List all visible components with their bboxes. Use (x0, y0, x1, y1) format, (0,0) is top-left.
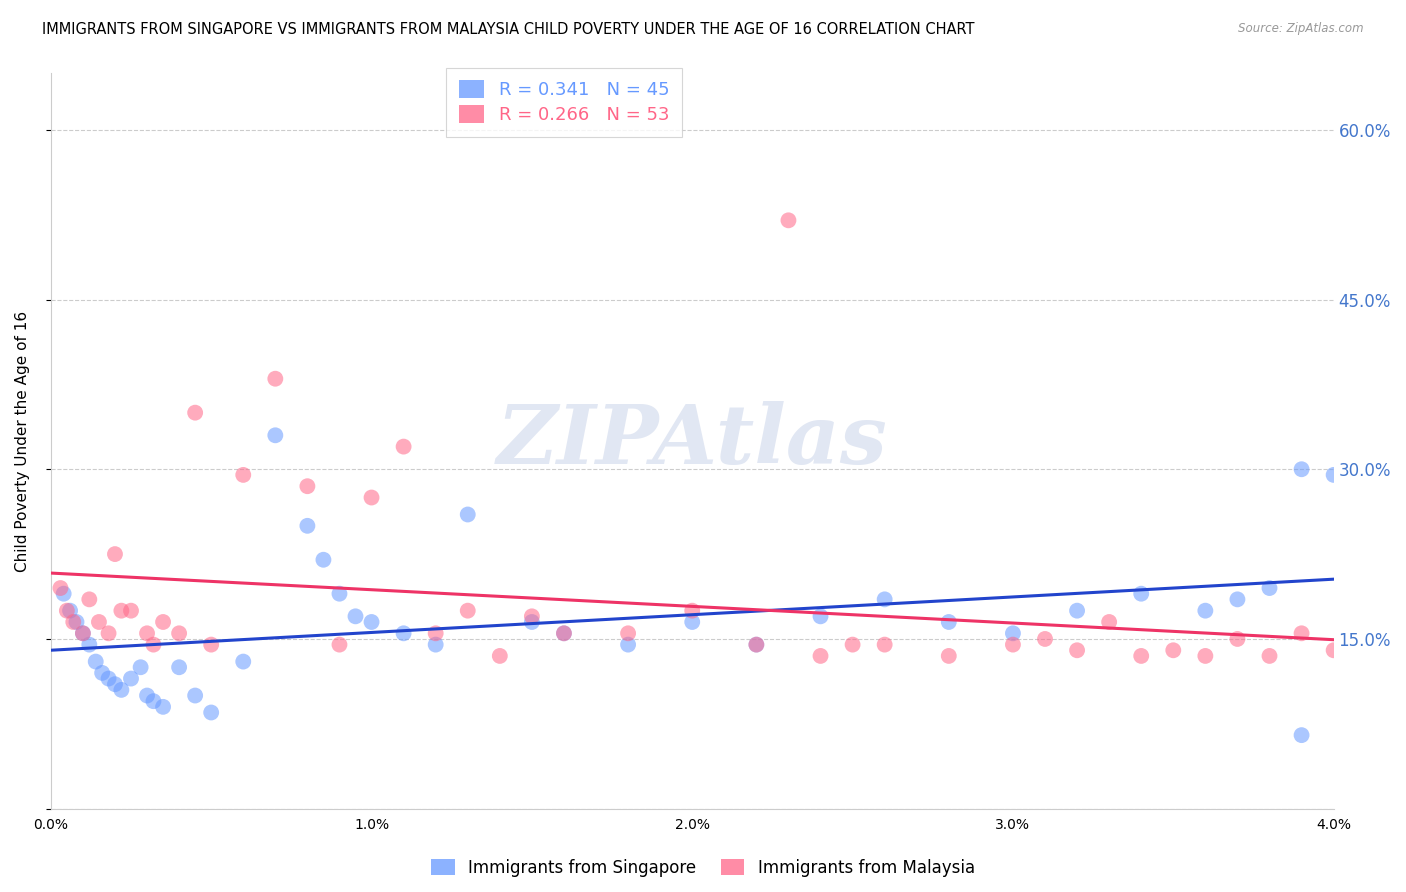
Point (59, 604, 82, 618)
Text: IMMIGRANTS FROM SINGAPORE VS IMMIGRANTS FROM MALAYSIA CHILD POVERTY UNDER THE AG: IMMIGRANTS FROM SINGAPORE VS IMMIGRANTS … (42, 22, 974, 37)
Point (142, 638, 165, 652)
Point (56, 604, 79, 618)
Point (1033, 632, 1056, 646)
Point (65, 615, 87, 629)
Point (136, 689, 159, 703)
Point (1130, 587, 1153, 601)
Point (167, 626, 190, 640)
Point (457, 508, 479, 522)
Point (392, 440, 415, 454)
Point (360, 615, 382, 629)
Point (79, 638, 101, 652)
Point (938, 615, 960, 629)
Point (938, 648, 960, 663)
Text: Source: ZipAtlas.com: Source: ZipAtlas.com (1239, 22, 1364, 36)
Point (328, 587, 350, 601)
Point (52, 587, 75, 601)
Point (232, 467, 254, 482)
Point (110, 682, 132, 697)
Point (200, 638, 222, 652)
Point (778, 213, 800, 227)
Point (553, 626, 575, 640)
Point (1291, 728, 1313, 742)
Point (810, 648, 832, 663)
Point (97, 672, 120, 686)
Point (167, 660, 190, 674)
Point (129, 660, 152, 674)
Point (152, 699, 174, 714)
Point (1161, 643, 1184, 657)
Point (1194, 604, 1216, 618)
Point (1258, 648, 1281, 663)
Point (104, 547, 127, 561)
Point (810, 609, 832, 624)
Point (457, 604, 479, 618)
Point (297, 479, 319, 493)
Point (312, 553, 335, 567)
Point (1323, 467, 1346, 482)
Point (264, 372, 287, 386)
Point (425, 626, 447, 640)
Point (1130, 648, 1153, 663)
Point (264, 428, 287, 442)
Point (1258, 581, 1281, 595)
Point (120, 604, 142, 618)
Point (104, 677, 127, 691)
Point (1226, 632, 1249, 646)
Point (84, 655, 107, 669)
Point (392, 626, 415, 640)
Point (1098, 615, 1121, 629)
Point (617, 638, 640, 652)
Point (87, 615, 110, 629)
Point (72, 626, 94, 640)
Point (184, 689, 207, 703)
Point (1386, 643, 1406, 657)
Point (553, 626, 575, 640)
Y-axis label: Child Poverty Under the Age of 16: Child Poverty Under the Age of 16 (15, 310, 30, 572)
Point (328, 638, 350, 652)
Point (344, 609, 367, 624)
Point (681, 615, 703, 629)
Point (142, 694, 165, 708)
Point (520, 615, 543, 629)
Point (681, 604, 703, 618)
Point (152, 615, 174, 629)
Point (79, 592, 101, 607)
Point (745, 638, 768, 652)
Point (49, 581, 72, 595)
Point (873, 592, 896, 607)
Point (232, 655, 254, 669)
Text: ZIPAtlas: ZIPAtlas (496, 401, 887, 481)
Point (62, 615, 84, 629)
Legend: Immigrants from Singapore, Immigrants from Malaysia: Immigrants from Singapore, Immigrants fr… (425, 853, 981, 884)
Point (617, 626, 640, 640)
Point (745, 638, 768, 652)
Point (488, 648, 510, 663)
Point (120, 672, 142, 686)
Point (1226, 592, 1249, 607)
Point (1001, 626, 1024, 640)
Point (873, 638, 896, 652)
Point (136, 626, 159, 640)
Point (1291, 626, 1313, 640)
Point (1066, 604, 1088, 618)
Point (110, 604, 132, 618)
Point (360, 491, 382, 505)
Point (1354, 638, 1376, 652)
Point (520, 609, 543, 624)
Point (1291, 462, 1313, 476)
Point (91, 665, 114, 680)
Point (1194, 648, 1216, 663)
Point (184, 406, 207, 420)
Point (97, 626, 120, 640)
Point (200, 706, 222, 720)
Legend: R = 0.341   N = 45, R = 0.266   N = 53: R = 0.341 N = 45, R = 0.266 N = 53 (446, 68, 682, 136)
Point (425, 638, 447, 652)
Point (1001, 638, 1024, 652)
Point (72, 626, 94, 640)
Point (1323, 643, 1346, 657)
Point (297, 518, 319, 533)
Point (841, 638, 863, 652)
Point (1066, 643, 1088, 657)
